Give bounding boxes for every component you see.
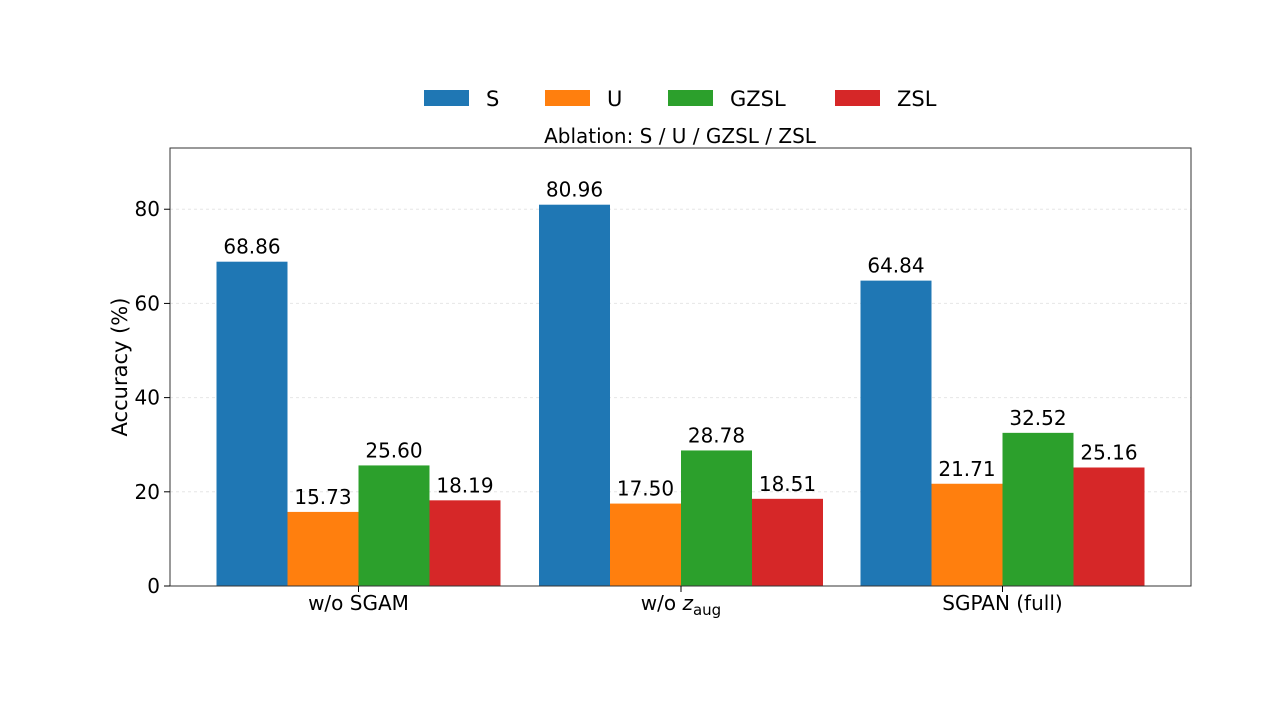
- bar-s-2: [860, 280, 932, 586]
- bar-zsl-0: [429, 500, 501, 586]
- y-axis-label: Accuracy (%): [108, 298, 132, 437]
- data-label: 32.52: [1009, 406, 1066, 430]
- bar-s-0: [216, 261, 288, 586]
- data-label: 18.51: [759, 472, 816, 496]
- x-tick-label: w/o zaug: [641, 591, 721, 619]
- legend-swatch-u: [545, 90, 590, 106]
- legend-swatch-s: [424, 90, 469, 106]
- data-label: 28.78: [688, 423, 745, 447]
- data-label: 21.71: [938, 457, 995, 481]
- data-label: 64.84: [867, 254, 924, 278]
- data-label: 25.60: [365, 438, 422, 462]
- legend-label-zsl: ZSL: [897, 87, 937, 111]
- bar-s-1: [539, 204, 610, 586]
- x-tick-label-math: z: [681, 591, 693, 615]
- bars: 68.86 80.96 64.84 15.73 17.50 21.71 25.60 28.78…: [216, 178, 1145, 586]
- legend-label-s: S: [486, 87, 499, 111]
- y-tick-label: 0: [147, 574, 160, 598]
- bar-u-1: [610, 503, 681, 586]
- x-tick-label: w/o SGAM: [308, 591, 409, 615]
- data-label: 80.96: [546, 178, 603, 202]
- data-label: 68.86: [223, 235, 280, 259]
- x-tick-label-main: SGPAN (full): [942, 591, 1062, 615]
- legend-swatch-gzsl: [668, 90, 713, 106]
- bar-u-0: [287, 511, 359, 586]
- legend-label-gzsl: GZSL: [730, 87, 786, 111]
- bar-u-2: [931, 483, 1003, 586]
- data-label: 18.19: [436, 473, 493, 497]
- data-label: 25.16: [1080, 441, 1137, 465]
- legend-label-u: U: [607, 87, 622, 111]
- y-tick-label: 20: [135, 480, 160, 504]
- x-tick-label-main: w/o SGAM: [308, 591, 409, 615]
- x-tick-label-sub: aug: [693, 601, 721, 619]
- bar-zsl-2: [1073, 467, 1145, 586]
- legend: S U GZSL ZSL: [424, 87, 937, 111]
- x-tick-label: SGPAN (full): [942, 591, 1062, 615]
- y-tick-label: 60: [135, 291, 160, 315]
- y-tick-label: 40: [135, 386, 160, 410]
- bar-gzsl-0: [358, 465, 430, 586]
- x-tick-label-main: w/o: [641, 591, 683, 615]
- data-label: 17.50: [617, 477, 674, 501]
- data-label: 15.73: [294, 485, 351, 509]
- bar-gzsl-2: [1002, 432, 1074, 586]
- y-axis: 0 20 40 60 80: [135, 197, 170, 598]
- bar-zsl-1: [752, 498, 823, 586]
- chart-title: Ablation: S / U / GZSL / ZSL: [544, 124, 817, 148]
- y-tick-label: 80: [135, 197, 160, 221]
- bar-gzsl-1: [681, 450, 752, 586]
- x-axis: w/o SGAM w/o zaug SGPAN (full): [308, 586, 1063, 619]
- legend-swatch-zsl: [835, 90, 880, 106]
